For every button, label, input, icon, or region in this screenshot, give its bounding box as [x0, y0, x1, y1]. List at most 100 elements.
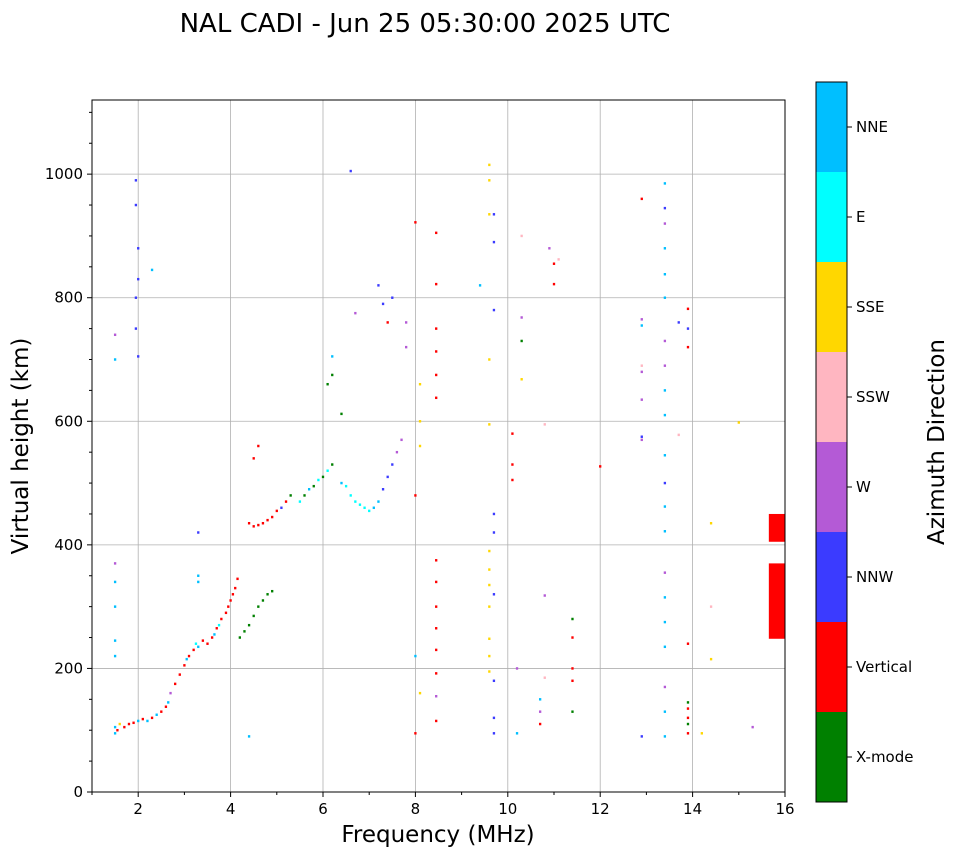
echo-cell [303, 494, 306, 497]
echo-cell [686, 345, 690, 349]
echo-cell [150, 268, 154, 272]
colorbar-tick-label: Vertical [856, 658, 912, 676]
echo-cell [206, 642, 209, 645]
x-tick-label: 2 [133, 800, 143, 818]
echo-cell [137, 355, 140, 358]
colorbar-segment [816, 82, 847, 172]
echo-cell [492, 716, 496, 720]
echo-cell [284, 500, 288, 503]
echo-cell [134, 327, 138, 330]
y-tick-label: 1000 [45, 165, 83, 183]
echo-cell [113, 639, 117, 642]
echo-cell [737, 421, 740, 424]
echo-cell [663, 481, 667, 485]
echo-cell [113, 732, 117, 735]
echo-cell [571, 667, 574, 670]
echo-cell [488, 583, 491, 587]
colorbar-segment [816, 352, 847, 442]
echo-cell [435, 672, 438, 675]
echo-cell [146, 719, 149, 723]
echo-cell [217, 623, 221, 627]
echo-cell [141, 717, 144, 721]
echo-cell [435, 373, 438, 377]
echo-cell [391, 463, 394, 466]
echo-cell [236, 577, 239, 581]
echo-cell [326, 469, 329, 472]
echo-cell [709, 657, 713, 661]
echo-cell [515, 732, 519, 735]
echo-cell [137, 247, 140, 250]
echo-cell [640, 197, 643, 201]
echo-cell [686, 716, 690, 720]
echo-cell [488, 568, 491, 571]
echo-cell [478, 284, 482, 287]
echo-cell [640, 370, 643, 374]
echo-cell [132, 721, 135, 725]
echo-cell [488, 654, 491, 658]
echo-cell [515, 667, 519, 670]
echo-cell [488, 605, 491, 608]
echo-cell [488, 213, 491, 216]
echo-cell [663, 505, 667, 508]
echo-cell [520, 378, 523, 381]
echo-cell [298, 500, 302, 503]
echo-cell [435, 605, 438, 608]
x-tick-label: 16 [775, 800, 794, 818]
echo-cell [381, 488, 385, 491]
echo-cell [663, 710, 667, 713]
echo-cell [492, 531, 496, 534]
echo-cell [391, 296, 394, 299]
echo-cell [543, 676, 546, 679]
colorbar-tick-label: SSW [856, 388, 890, 406]
echo-cell [640, 318, 643, 321]
echo-cell [113, 654, 117, 658]
echo-cell [663, 273, 667, 276]
echo-cell [663, 247, 667, 250]
echo-cell [663, 222, 667, 225]
colorbar-segment [816, 532, 847, 622]
echo-cell [266, 518, 269, 522]
echo-cell [686, 732, 690, 735]
echo-cell [709, 605, 713, 608]
echo-cell [571, 710, 574, 713]
echo-cell [520, 316, 523, 319]
echo-cell [663, 620, 667, 624]
echo-cell [155, 713, 158, 717]
echo-cell [538, 710, 542, 713]
echo-cell [538, 722, 542, 726]
echo-cell [116, 728, 119, 732]
echo-cell [307, 488, 311, 491]
echo-cell [271, 589, 274, 593]
x-tick-label: 14 [683, 800, 702, 818]
echo-cell [686, 707, 690, 710]
echo-cell [640, 398, 643, 401]
echo-cell [201, 639, 205, 642]
echo-cell [113, 580, 117, 584]
echo-cell [349, 169, 352, 173]
colorbar-tick-label: W [856, 478, 871, 496]
echo-cell [227, 605, 230, 608]
echo-cell [492, 593, 496, 596]
echo-cell [192, 648, 195, 652]
echo-cell [709, 521, 713, 525]
echo-cell [543, 423, 546, 426]
y-axis-label: Virtual height (km) [8, 338, 34, 555]
echo-cell [321, 475, 325, 479]
colorbar-segment [816, 712, 847, 802]
echo-cell [243, 630, 246, 633]
echo-cell [405, 345, 408, 349]
echo-cell [640, 324, 643, 327]
echo-cell [663, 413, 667, 417]
colorbar-tick-label: X-mode [856, 748, 913, 766]
echo-cell [340, 481, 343, 485]
echo-cell [234, 586, 237, 590]
echo-cell [197, 531, 200, 534]
y-tick-label: 400 [54, 536, 83, 554]
echo-cell [113, 562, 117, 565]
echo-cell [492, 213, 496, 216]
colorbar-tick-label: NNE [856, 118, 888, 136]
echo-cell [414, 654, 417, 658]
echo-cell [492, 308, 496, 312]
colorbar-tick-label: NNW [856, 568, 893, 586]
echo-cell [252, 614, 255, 618]
